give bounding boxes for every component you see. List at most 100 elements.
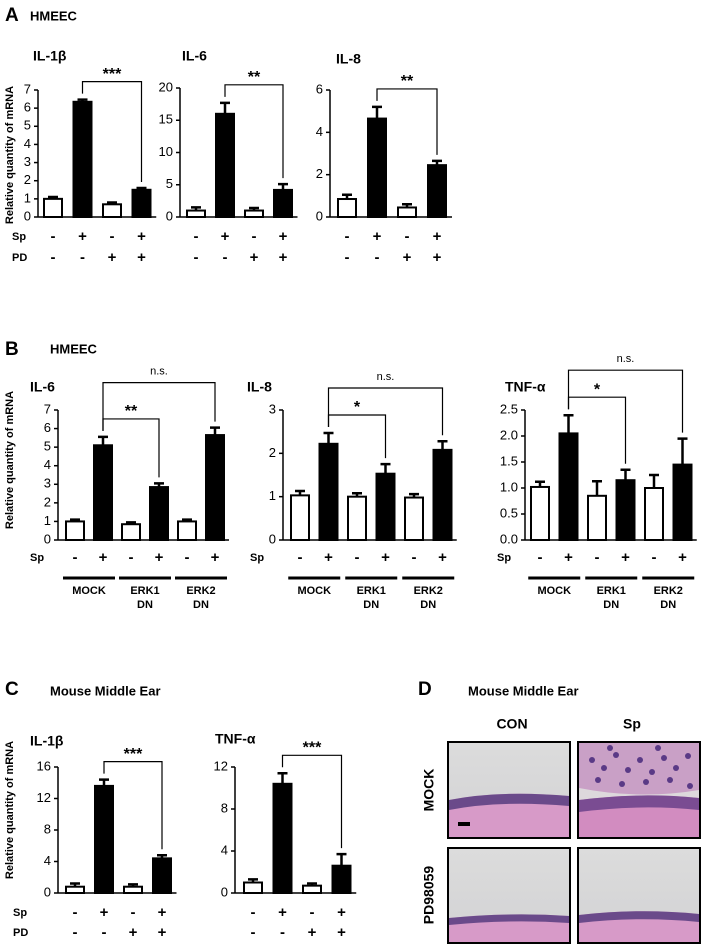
y-tick-label: 2.5 [500, 401, 518, 416]
condition-sign: + [324, 549, 333, 566]
y-tick-label: 8 [221, 800, 228, 815]
condition-sign: + [158, 904, 167, 921]
bar [432, 448, 453, 541]
condition-sign: - [80, 249, 85, 266]
bar [121, 523, 141, 542]
condition-sign: + [279, 249, 288, 266]
significance-bracket [102, 382, 216, 431]
significance-bracket [327, 387, 444, 436]
error-bar [70, 518, 80, 522]
significance-label: * [354, 399, 361, 416]
condition-sign: - [223, 249, 228, 266]
condition-sign: + [621, 549, 630, 566]
y-tick-label: 0 [44, 884, 51, 899]
y-tick-label: 7 [24, 81, 31, 96]
y-tick-label: 3 [24, 154, 31, 169]
y-tick-label: 16 [37, 758, 51, 773]
condition-sign: + [108, 249, 117, 266]
condition-sign: - [131, 904, 136, 921]
y-tick-label: 0.0 [500, 531, 518, 546]
condition-sign: - [185, 549, 190, 566]
error-bar [136, 186, 147, 190]
chart-title: IL-1β [33, 48, 67, 64]
y-tick-label: 2.0 [500, 427, 518, 442]
y-tick-label: 6 [316, 81, 323, 96]
y-tick-label: 3 [269, 401, 276, 416]
row-label: PD98059 [421, 866, 437, 925]
bar [290, 494, 310, 542]
column-label: CON [496, 716, 527, 732]
condition-sign: + [433, 228, 442, 245]
y-axis-label: Relative quantity of mRNA [4, 86, 16, 224]
condition-sign: - [375, 249, 380, 266]
y-tick-label: 4 [24, 136, 31, 151]
chart-title: IL-8 [336, 51, 361, 67]
group-label: MOCK [72, 585, 106, 597]
significance-label: *** [124, 746, 143, 763]
group-label: ERK2 DN [186, 585, 216, 611]
significance-label: n.s. [150, 366, 168, 378]
significance-bracket [103, 761, 163, 850]
condition-sign: - [538, 549, 543, 566]
condition-sign: + [250, 249, 259, 266]
significance-label: * [594, 381, 601, 398]
error-bar [563, 413, 574, 434]
condition-sign: + [279, 228, 288, 245]
condition-sign: - [405, 228, 410, 245]
y-tick-label: 0 [316, 208, 323, 223]
error-bar [409, 492, 419, 498]
condition-sign: - [73, 549, 78, 566]
panel-heading: Mouse Middle Ear [468, 683, 579, 698]
bar [615, 479, 636, 542]
bar [149, 486, 169, 542]
bar [367, 117, 387, 218]
y-tick-label: 0 [269, 531, 276, 546]
error-bar [98, 435, 108, 446]
condition-sign: - [298, 549, 303, 566]
y-tick-label: 0 [166, 208, 173, 223]
y-tick-label: 4 [44, 853, 51, 868]
y-tick-label: 5 [44, 439, 51, 454]
significance-label: ** [248, 69, 261, 86]
error-bar [432, 159, 442, 166]
error-bar [352, 491, 362, 497]
bar [347, 495, 367, 541]
y-tick-label: 4 [44, 457, 51, 472]
bar [215, 112, 235, 218]
condition-sign: + [158, 924, 167, 941]
condition-sign: - [252, 228, 257, 245]
error-bar [278, 182, 288, 190]
bar [272, 782, 293, 894]
y-tick-label: 15 [159, 112, 173, 127]
condition-name: Sp [12, 231, 26, 243]
error-bar [249, 206, 259, 211]
group-label: MOCK [297, 585, 332, 597]
y-tick-label: 0.5 [500, 505, 518, 520]
y-tick-label: 0 [44, 531, 51, 546]
error-bar [154, 482, 164, 488]
y-tick-label: 5 [24, 118, 31, 133]
condition-sign: + [211, 549, 220, 566]
bar [530, 485, 550, 541]
error-bar [248, 878, 258, 883]
condition-sign: - [345, 249, 350, 266]
bar [337, 198, 357, 218]
panel-letter: B [5, 339, 19, 360]
bar [644, 487, 664, 541]
y-tick-label: 4 [221, 842, 228, 857]
bar [318, 442, 339, 541]
scale-bar [458, 822, 470, 826]
y-axis-label: Relative quantity of mRNA [4, 391, 16, 529]
group-label: ERK1 DN [596, 585, 626, 611]
condition-sign: + [137, 249, 146, 266]
y-tick-label: 12 [214, 758, 228, 773]
condition-name: PD [12, 252, 27, 264]
bar [273, 188, 293, 219]
y-tick-label: 20 [159, 79, 173, 94]
condition-sign: - [73, 904, 78, 921]
significance-label: *** [103, 66, 122, 83]
bar [404, 496, 424, 541]
condition-sign: + [373, 228, 382, 245]
error-bar [592, 479, 602, 496]
